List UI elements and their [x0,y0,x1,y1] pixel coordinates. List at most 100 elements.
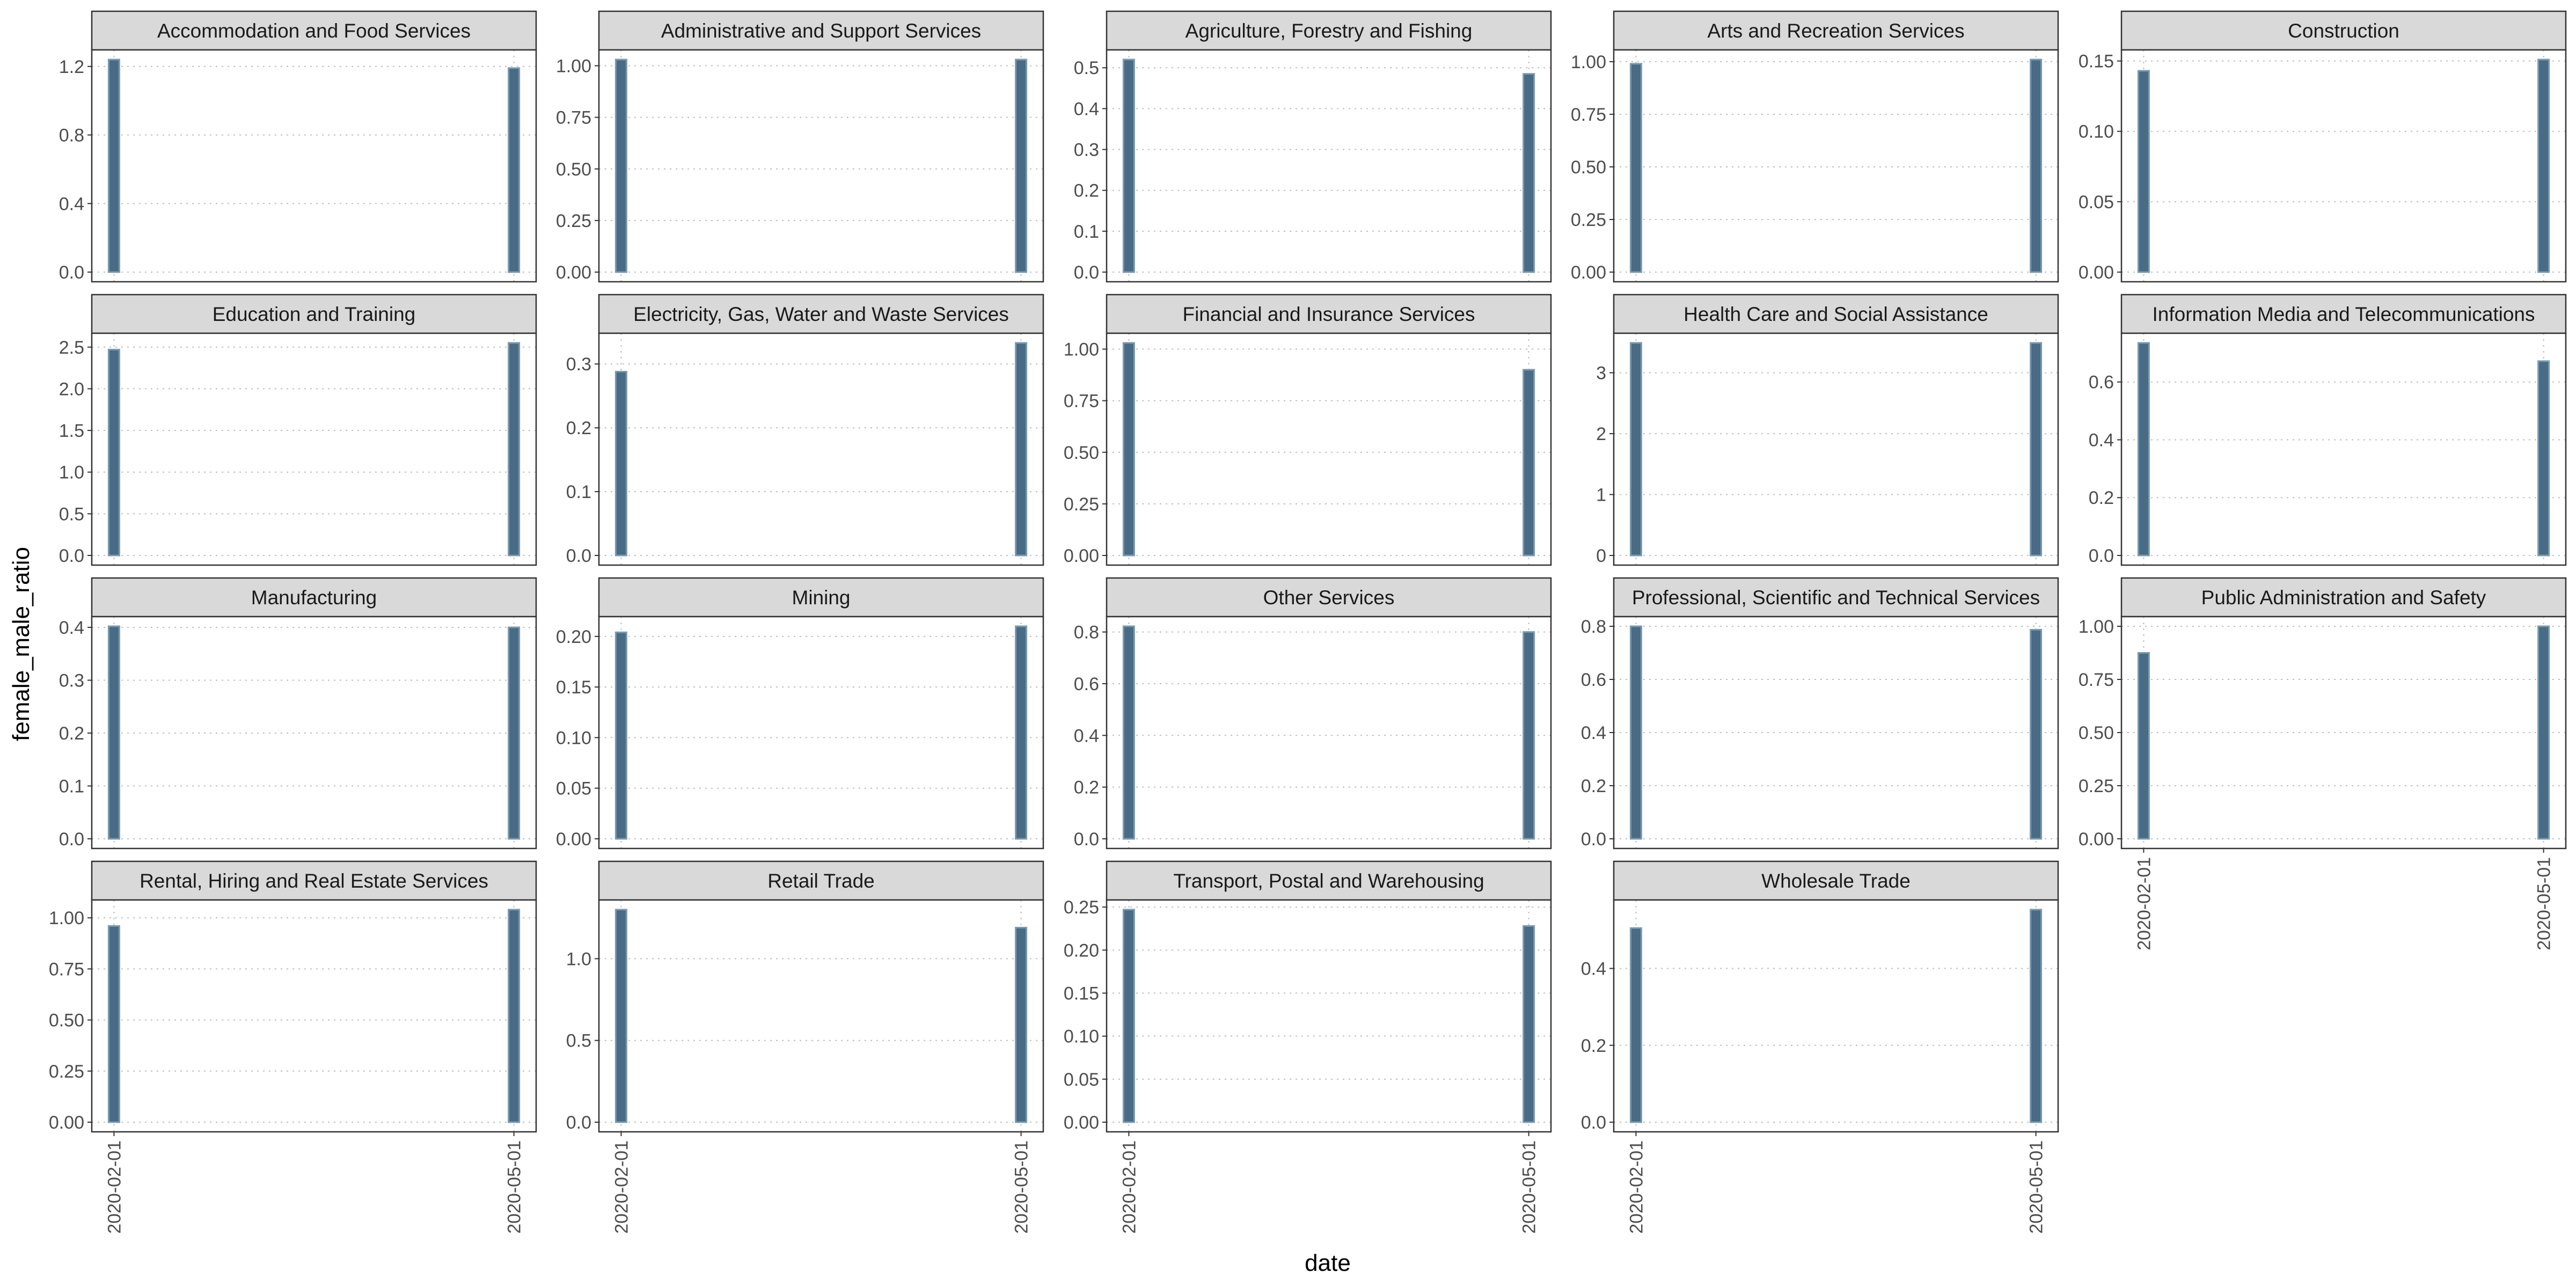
facet-panel: Financial and Insurance Services 0.00 0.25… [1064,294,1552,566]
y-tick-label: 0.3 [1074,140,1099,160]
facet-strip [598,860,1044,901]
facet-title: Information Media and Telecommunications [2153,303,2535,325]
x-axis-title: date [1305,1250,1351,1276]
bar [1629,927,1642,1123]
x-tick-label: 2020-05-01 [1012,1140,1032,1234]
bar [508,67,521,273]
panels-layer: Accommodation and Food Services 0.0 0.4 0.8… [49,10,2567,1234]
bar [614,58,627,273]
bar [1523,925,1535,1123]
facet-strip [91,294,537,334]
y-tick-label: 0.5 [59,504,84,524]
y-tick-label: 1.00 [1571,52,1606,72]
facet-title: Wholesale Trade [1761,870,1911,892]
panel-background [92,617,536,848]
bar [1122,342,1135,557]
facet-title: Accommodation and Food Services [157,20,471,42]
panel-background [599,617,1043,848]
panel-border [1106,616,1552,850]
panel-border [1106,49,1552,283]
panel-border [1106,332,1552,566]
y-tick-label: 2 [1596,424,1606,444]
panel-background [92,900,536,1132]
y-tick-label: 0.1 [59,776,84,796]
x-tick-label: 2020-02-01 [1626,1140,1646,1234]
panel-border [2120,49,2567,283]
y-tick-label: 0.0 [566,1113,591,1133]
bar [1015,927,1028,1123]
facet-title: Agriculture, Forestry and Fishing [1185,20,1473,42]
y-tick-label: 0.4 [59,618,84,638]
y-tick-label: 0.00 [1064,1113,1099,1133]
y-tick-label: 1.2 [59,57,84,77]
panel-border [1106,899,1552,1133]
bar [1122,58,1135,273]
y-tick-label: 0.05 [556,779,591,799]
y-tick-label: 0.4 [59,194,84,214]
y-tick-label: 0.2 [566,418,591,438]
y-tick-label: 1.00 [1064,340,1099,360]
y-tick-label: 0.50 [49,1011,84,1031]
panel-border [598,49,1044,283]
y-tick-label: 0.25 [49,1062,84,1082]
y-tick-label: 0.4 [1074,726,1099,746]
facet-strip [2120,577,2567,618]
y-tick-label: 0.20 [556,627,591,647]
facet-panel: Agriculture, Forestry and Fishing 0.0 0.1 0… [1074,10,1552,283]
panel-border [1613,332,2059,566]
panel-background [599,333,1043,565]
bar [508,342,521,557]
y-tick-label: 0.0 [2089,546,2114,566]
panel-border [1613,49,2059,283]
y-tick-label: 0.00 [2079,262,2114,283]
facet-title: Financial and Insurance Services [1182,303,1475,325]
facet-title: Public Administration and Safety [2201,587,2486,609]
y-tick-label: 0 [1596,546,1606,566]
facet-title: Administrative and Support Services [661,20,981,42]
facet-panel: Retail Trade 0.0 0.5 1.0 2020-02-01 2020-05-0… [566,860,1044,1234]
x-tick-label: 2020-05-01 [1519,1140,1540,1234]
y-tick-label: 0.2 [1581,776,1606,796]
panel-background [599,900,1043,1132]
bar [107,625,120,840]
facet-strip [598,577,1044,618]
panel-border [1613,899,2059,1133]
y-tick-label: 0.00 [1064,546,1099,566]
bar [1015,58,1028,273]
facet-panel: Manufacturing 0.0 0.1 0.2 0.3 0.4 [59,577,537,850]
panel-background [2121,50,2566,282]
y-tick-label: 0.6 [1581,670,1606,690]
facet-title: Manufacturing [251,587,377,609]
panel-background [1614,617,2058,848]
y-tick-label: 1.00 [49,908,84,928]
facet-panel: Electricity, Gas, Water and Waste Servic… [566,294,1044,566]
bar [2030,58,2043,273]
x-tick-label: 2020-02-01 [1119,1140,1139,1234]
facet-strip [1613,10,2059,51]
bar [2537,360,2550,557]
bar [508,909,521,1123]
bar [1122,909,1135,1123]
facet-panel: Construction 0.00 0.05 0.10 0.15 [2079,10,2567,283]
facet-panel: Accommodation and Food Services 0.0 0.4 0.8… [59,10,537,283]
facet-panel: Public Administration and Safety 0.00 0.25… [2079,577,2567,950]
y-tick-label: 0.15 [1064,984,1099,1004]
panel-background [599,50,1043,282]
y-tick-label: 0.8 [1581,617,1606,637]
y-tick-label: 1.0 [566,949,591,969]
bar [2030,342,2043,557]
y-tick-label: 0.0 [1581,829,1606,850]
bar [2537,58,2550,273]
bar [1629,625,1642,840]
y-tick-label: 0.2 [2089,488,2114,508]
panel-background [92,333,536,565]
facet-title: Retail Trade [767,870,875,892]
panel-background [1107,617,1551,848]
facet-panel: Administrative and Support Services 0.00 0… [556,10,1044,283]
bar [508,626,521,840]
bar [2030,909,2043,1123]
y-tick-label: 0.4 [1074,99,1099,119]
bar [2537,625,2550,840]
y-tick-label: 0.15 [556,677,591,698]
facet-title: Education and Training [213,303,416,325]
